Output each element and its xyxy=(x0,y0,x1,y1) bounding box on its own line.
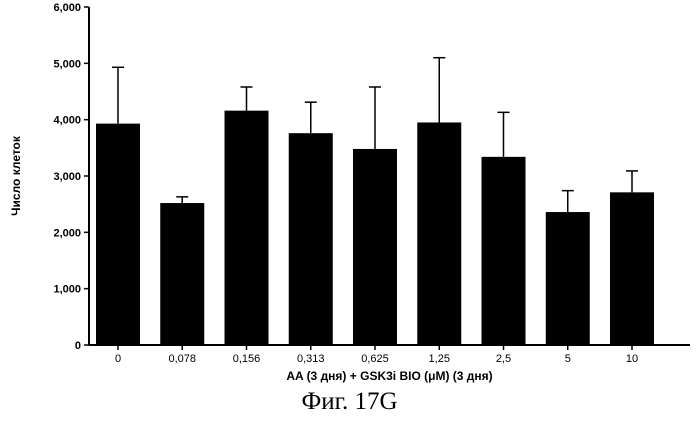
x-tick-label: 0,156 xyxy=(233,353,261,365)
bar-7 xyxy=(546,212,590,345)
bar-3 xyxy=(289,133,333,345)
y-axis-title: Число клеток xyxy=(9,135,23,216)
x-axis-title: AA (3 дня) + GSK3i BIO (μM) (3 дня) xyxy=(286,369,492,383)
x-tick-label: 0,625 xyxy=(361,353,389,365)
x-tick-label: 2,5 xyxy=(496,353,511,365)
bar-8 xyxy=(610,192,654,345)
x-tick-label: 0,078 xyxy=(168,353,196,365)
bar-1 xyxy=(160,203,204,345)
y-tick-label: 2,000 xyxy=(53,227,81,239)
bar-chart: 0 1,000 2,000 3,000 4,000 5,000 6,000 0 0,078 0,… xyxy=(0,0,699,390)
bar-5 xyxy=(417,122,461,345)
y-tick-label: 3,000 xyxy=(53,171,81,183)
y-tick-label: 4,000 xyxy=(53,115,81,127)
y-tick-label: 5,000 xyxy=(53,58,81,70)
figure-caption: Фиг. 17G xyxy=(0,388,699,416)
bar-4 xyxy=(353,149,397,345)
x-tick-label: 0,313 xyxy=(297,353,325,365)
x-tick-label: 5 xyxy=(565,353,571,365)
y-tick-label: 6,000 xyxy=(53,2,81,14)
y-ticks: 0 1,000 2,000 3,000 4,000 5,000 6,000 xyxy=(53,2,89,352)
x-tick-label: 0 xyxy=(115,353,121,365)
x-tick-label: 1,25 xyxy=(429,353,450,365)
bar-2 xyxy=(225,111,269,345)
y-tick-label: 1,000 xyxy=(53,284,81,296)
x-ticks: 0 0,078 0,156 0,313 0,625 1,25 2,5 5 10 xyxy=(115,345,638,365)
bar-6 xyxy=(482,157,526,345)
x-tick-label: 10 xyxy=(626,353,638,365)
y-tick-label: 0 xyxy=(75,340,81,352)
bar-0 xyxy=(96,124,140,345)
